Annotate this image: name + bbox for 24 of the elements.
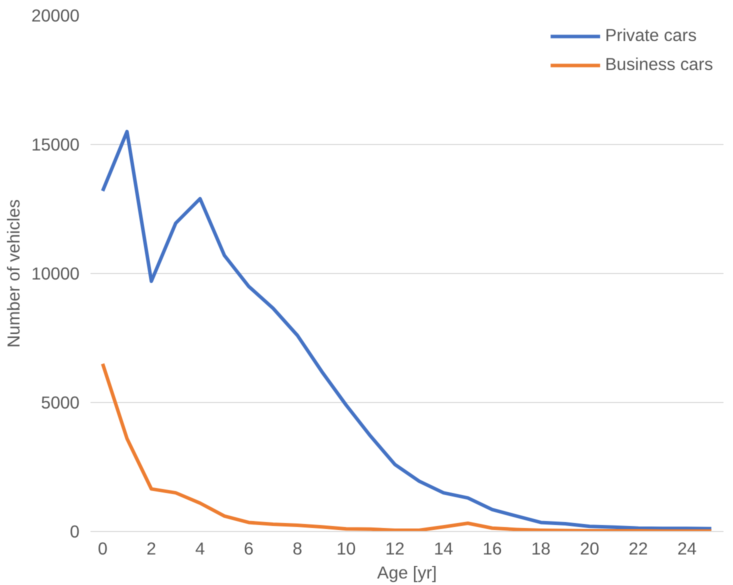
x-tick-label: 24 (677, 538, 697, 558)
y-axis-title: Number of vehicles (3, 199, 24, 348)
x-tick-label: 0 (98, 538, 108, 558)
x-tick-label: 12 (385, 538, 404, 558)
line-series (100, 362, 714, 532)
x-tick-label: 8 (292, 538, 302, 558)
x-tick-label: 6 (244, 538, 254, 558)
x-tick-label: 10 (336, 538, 356, 558)
x-tick-label: 2 (146, 538, 156, 558)
y-tick-label: 10000 (31, 264, 80, 284)
legend-label: Business cars (605, 54, 713, 75)
legend-label: Private cars (605, 25, 697, 46)
x-tick-label: 16 (482, 538, 502, 558)
x-tick-label: 4 (195, 538, 206, 558)
x-tick-label: 22 (628, 538, 648, 558)
x-tick-label: 18 (531, 538, 551, 558)
x-axis-title: Age [yr] (377, 562, 437, 582)
y-tick-label: 20000 (31, 6, 80, 26)
x-tick-label: 14 (434, 538, 454, 558)
y-tick-label: 15000 (31, 134, 80, 154)
x-tick-label: 20 (580, 538, 600, 558)
y-tick-label: 5000 (40, 392, 80, 412)
line-series (100, 130, 714, 530)
y-tick-label: 0 (70, 522, 80, 542)
